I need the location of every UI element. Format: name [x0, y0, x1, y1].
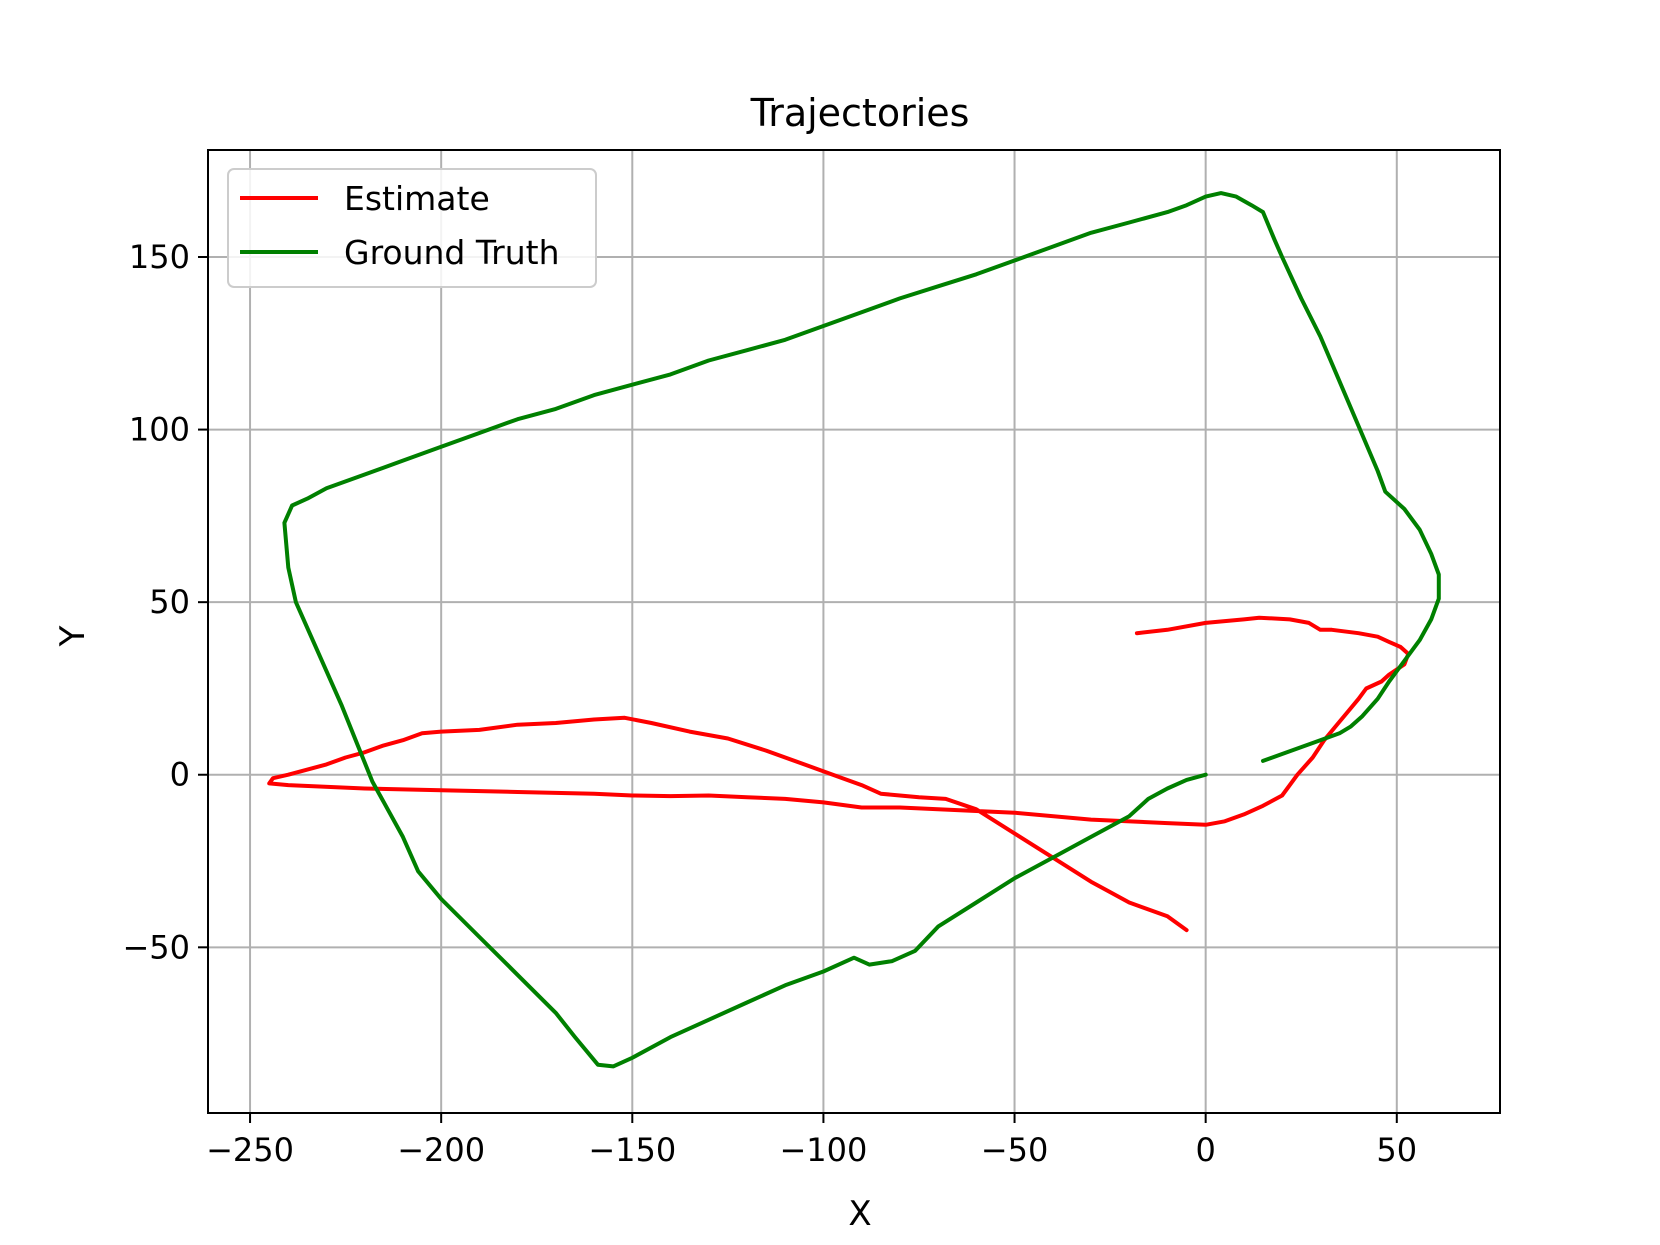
- y-tick-label: 0: [170, 756, 190, 794]
- series-layer: [267, 191, 1441, 1069]
- y-axis-ticks: −50 0 50 100 150: [122, 238, 208, 966]
- x-axis-label: X: [848, 1194, 871, 1234]
- x-tick-label: −50: [981, 1131, 1049, 1169]
- x-tick-label: −150: [588, 1131, 676, 1169]
- axes-frame: [207, 149, 1501, 1114]
- y-tick-label: 100: [129, 411, 190, 449]
- x-axis-ticks: −250 −200 −150 −100 −50 0 50: [206, 1113, 1417, 1169]
- x-tick-label: −100: [779, 1131, 867, 1169]
- series-line-ground-truth: [282, 191, 1441, 1069]
- chart-title: Trajectories: [750, 91, 970, 135]
- y-tick-label: 50: [149, 583, 190, 621]
- legend-label-ground-truth: Ground Truth: [344, 233, 560, 272]
- x-tick-label: 0: [1195, 1131, 1215, 1169]
- grid-lines: [208, 150, 1500, 1113]
- x-tick-label: 50: [1376, 1131, 1417, 1169]
- x-tick-label: −250: [206, 1131, 294, 1169]
- y-axis-label: Y: [53, 625, 93, 647]
- y-tick-label: 150: [129, 238, 190, 276]
- x-tick-label: −200: [397, 1131, 485, 1169]
- y-tick-label: −50: [122, 928, 190, 966]
- legend-box: [227, 168, 597, 288]
- legend: Estimate Ground Truth: [227, 168, 597, 288]
- legend-label-estimate: Estimate: [344, 179, 490, 218]
